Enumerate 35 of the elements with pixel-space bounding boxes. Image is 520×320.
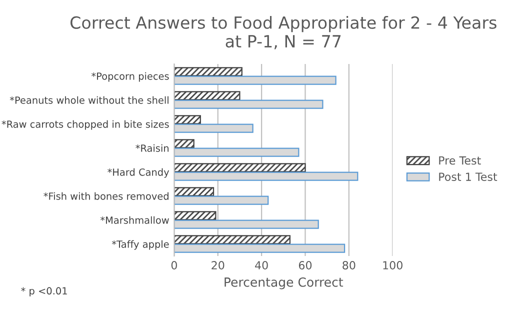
bar <box>174 91 240 100</box>
bar <box>174 100 324 109</box>
bar <box>174 196 269 205</box>
legend-label: Pre Test <box>439 156 481 165</box>
bar <box>174 187 214 196</box>
y-tick-label: *Hard Candy <box>108 168 170 178</box>
y-tick-label: *Popcorn pieces <box>92 72 169 82</box>
bar <box>174 139 194 148</box>
y-tick-label: *Raisin <box>136 144 169 152</box>
bar <box>174 244 346 253</box>
text: * p <0.01 <box>21 287 67 296</box>
x-tick-label: 60 <box>298 261 312 270</box>
x-tick-label: 100 <box>383 261 402 270</box>
y-tick-label: *Taffy apple <box>112 240 169 250</box>
bar <box>174 220 319 229</box>
bar <box>174 163 306 172</box>
x-tick-label: 0 <box>171 261 177 270</box>
bar <box>174 76 336 85</box>
bar <box>174 148 300 157</box>
bar <box>174 115 201 124</box>
y-tick-label: *Fish with bones removed <box>44 192 168 200</box>
x-tick-label: 80 <box>342 261 356 270</box>
x-tick-label: 40 <box>255 261 268 270</box>
y-tick-label: *Raw carrots chopped in bite sizes <box>2 120 169 130</box>
legend-label: Post 1 Test <box>439 172 498 181</box>
bar <box>174 67 242 76</box>
chart-title: Correct Answers to Food Appropriate for 2 - 4 Years at P-1, N = 77 <box>70 16 496 50</box>
bar <box>174 172 358 181</box>
x-axis-title: Percentage Correct <box>224 277 344 290</box>
bar <box>174 124 254 133</box>
y-tick-label: *Marshmallow <box>100 216 169 224</box>
bar <box>174 211 216 220</box>
y-tick-label: *Peanuts whole without the shell <box>10 96 168 104</box>
bar <box>174 235 291 244</box>
x-tick-label: 20 <box>212 261 224 270</box>
